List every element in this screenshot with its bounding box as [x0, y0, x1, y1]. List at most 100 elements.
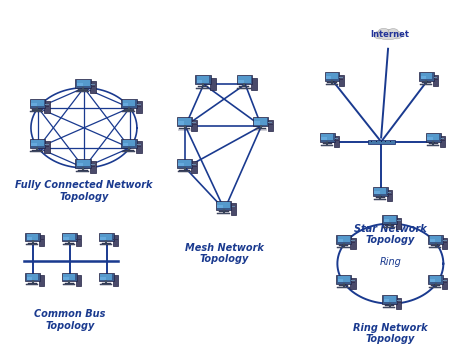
FancyBboxPatch shape — [253, 117, 268, 126]
FancyBboxPatch shape — [121, 139, 137, 148]
Text: Fully Connected Network
Topology: Fully Connected Network Topology — [15, 180, 153, 202]
FancyBboxPatch shape — [252, 82, 256, 83]
FancyBboxPatch shape — [178, 121, 184, 125]
FancyBboxPatch shape — [321, 145, 333, 146]
FancyBboxPatch shape — [27, 237, 32, 240]
FancyBboxPatch shape — [121, 99, 137, 108]
Bar — [390, 141, 391, 142]
FancyBboxPatch shape — [397, 222, 401, 223]
Ellipse shape — [378, 28, 389, 35]
FancyBboxPatch shape — [238, 77, 251, 83]
FancyBboxPatch shape — [433, 75, 438, 86]
FancyBboxPatch shape — [100, 277, 106, 280]
FancyBboxPatch shape — [396, 298, 401, 309]
FancyBboxPatch shape — [77, 163, 82, 166]
Ellipse shape — [391, 31, 402, 39]
Text: Star Network
Topology: Star Network Topology — [354, 224, 427, 245]
FancyBboxPatch shape — [29, 99, 45, 108]
FancyBboxPatch shape — [137, 144, 141, 145]
Ellipse shape — [380, 29, 396, 38]
FancyBboxPatch shape — [339, 245, 348, 246]
FancyBboxPatch shape — [31, 140, 44, 146]
FancyBboxPatch shape — [64, 274, 75, 280]
Text: Ring Network
Topology: Ring Network Topology — [353, 323, 428, 344]
FancyBboxPatch shape — [137, 106, 141, 107]
FancyBboxPatch shape — [254, 118, 267, 125]
FancyBboxPatch shape — [62, 233, 77, 241]
FancyBboxPatch shape — [210, 82, 215, 83]
FancyBboxPatch shape — [397, 300, 401, 301]
FancyBboxPatch shape — [422, 82, 431, 84]
FancyBboxPatch shape — [216, 201, 231, 210]
FancyBboxPatch shape — [123, 103, 128, 106]
FancyBboxPatch shape — [100, 244, 112, 245]
FancyBboxPatch shape — [337, 235, 351, 244]
FancyBboxPatch shape — [45, 106, 49, 107]
FancyBboxPatch shape — [350, 278, 356, 289]
FancyBboxPatch shape — [397, 302, 401, 303]
FancyBboxPatch shape — [367, 140, 395, 144]
FancyBboxPatch shape — [337, 275, 351, 284]
FancyBboxPatch shape — [321, 137, 327, 140]
FancyBboxPatch shape — [267, 120, 273, 131]
FancyBboxPatch shape — [45, 146, 49, 147]
FancyBboxPatch shape — [351, 280, 355, 281]
FancyBboxPatch shape — [442, 238, 447, 249]
FancyBboxPatch shape — [99, 273, 113, 281]
FancyBboxPatch shape — [101, 243, 111, 244]
FancyBboxPatch shape — [440, 140, 445, 141]
FancyBboxPatch shape — [383, 216, 396, 222]
FancyBboxPatch shape — [325, 72, 339, 81]
FancyBboxPatch shape — [31, 103, 36, 106]
FancyBboxPatch shape — [91, 166, 95, 167]
FancyBboxPatch shape — [78, 170, 88, 171]
FancyBboxPatch shape — [178, 160, 191, 166]
FancyBboxPatch shape — [27, 234, 38, 240]
FancyBboxPatch shape — [326, 77, 331, 79]
Text: Common Bus
Topology: Common Bus Topology — [35, 309, 106, 331]
FancyBboxPatch shape — [383, 219, 389, 222]
FancyBboxPatch shape — [28, 243, 37, 244]
FancyBboxPatch shape — [231, 206, 236, 207]
FancyBboxPatch shape — [91, 84, 95, 85]
FancyBboxPatch shape — [351, 282, 355, 283]
FancyBboxPatch shape — [197, 77, 210, 83]
FancyBboxPatch shape — [443, 282, 447, 283]
FancyBboxPatch shape — [76, 239, 81, 240]
FancyBboxPatch shape — [442, 278, 447, 289]
FancyBboxPatch shape — [31, 143, 36, 146]
FancyBboxPatch shape — [197, 80, 202, 83]
FancyBboxPatch shape — [75, 159, 91, 168]
FancyBboxPatch shape — [178, 118, 191, 125]
FancyBboxPatch shape — [191, 161, 197, 173]
FancyBboxPatch shape — [328, 82, 337, 84]
FancyBboxPatch shape — [31, 100, 44, 106]
FancyBboxPatch shape — [254, 121, 260, 125]
FancyBboxPatch shape — [334, 136, 339, 147]
FancyBboxPatch shape — [255, 128, 265, 129]
FancyBboxPatch shape — [195, 75, 211, 84]
FancyBboxPatch shape — [27, 274, 38, 280]
Ellipse shape — [378, 32, 398, 40]
FancyBboxPatch shape — [326, 84, 338, 85]
FancyBboxPatch shape — [27, 277, 32, 280]
FancyBboxPatch shape — [420, 77, 426, 79]
FancyBboxPatch shape — [338, 279, 343, 282]
FancyBboxPatch shape — [137, 104, 141, 105]
FancyBboxPatch shape — [373, 187, 388, 196]
FancyBboxPatch shape — [25, 233, 40, 241]
FancyBboxPatch shape — [238, 80, 244, 83]
FancyBboxPatch shape — [326, 73, 338, 79]
FancyBboxPatch shape — [99, 233, 113, 241]
FancyBboxPatch shape — [100, 234, 112, 240]
FancyBboxPatch shape — [323, 143, 332, 144]
FancyBboxPatch shape — [90, 161, 96, 173]
FancyBboxPatch shape — [385, 225, 394, 226]
FancyBboxPatch shape — [339, 285, 348, 286]
FancyBboxPatch shape — [30, 151, 44, 152]
FancyBboxPatch shape — [383, 307, 395, 308]
FancyBboxPatch shape — [124, 150, 134, 151]
FancyBboxPatch shape — [64, 283, 74, 284]
FancyBboxPatch shape — [178, 163, 184, 166]
FancyBboxPatch shape — [443, 240, 447, 241]
